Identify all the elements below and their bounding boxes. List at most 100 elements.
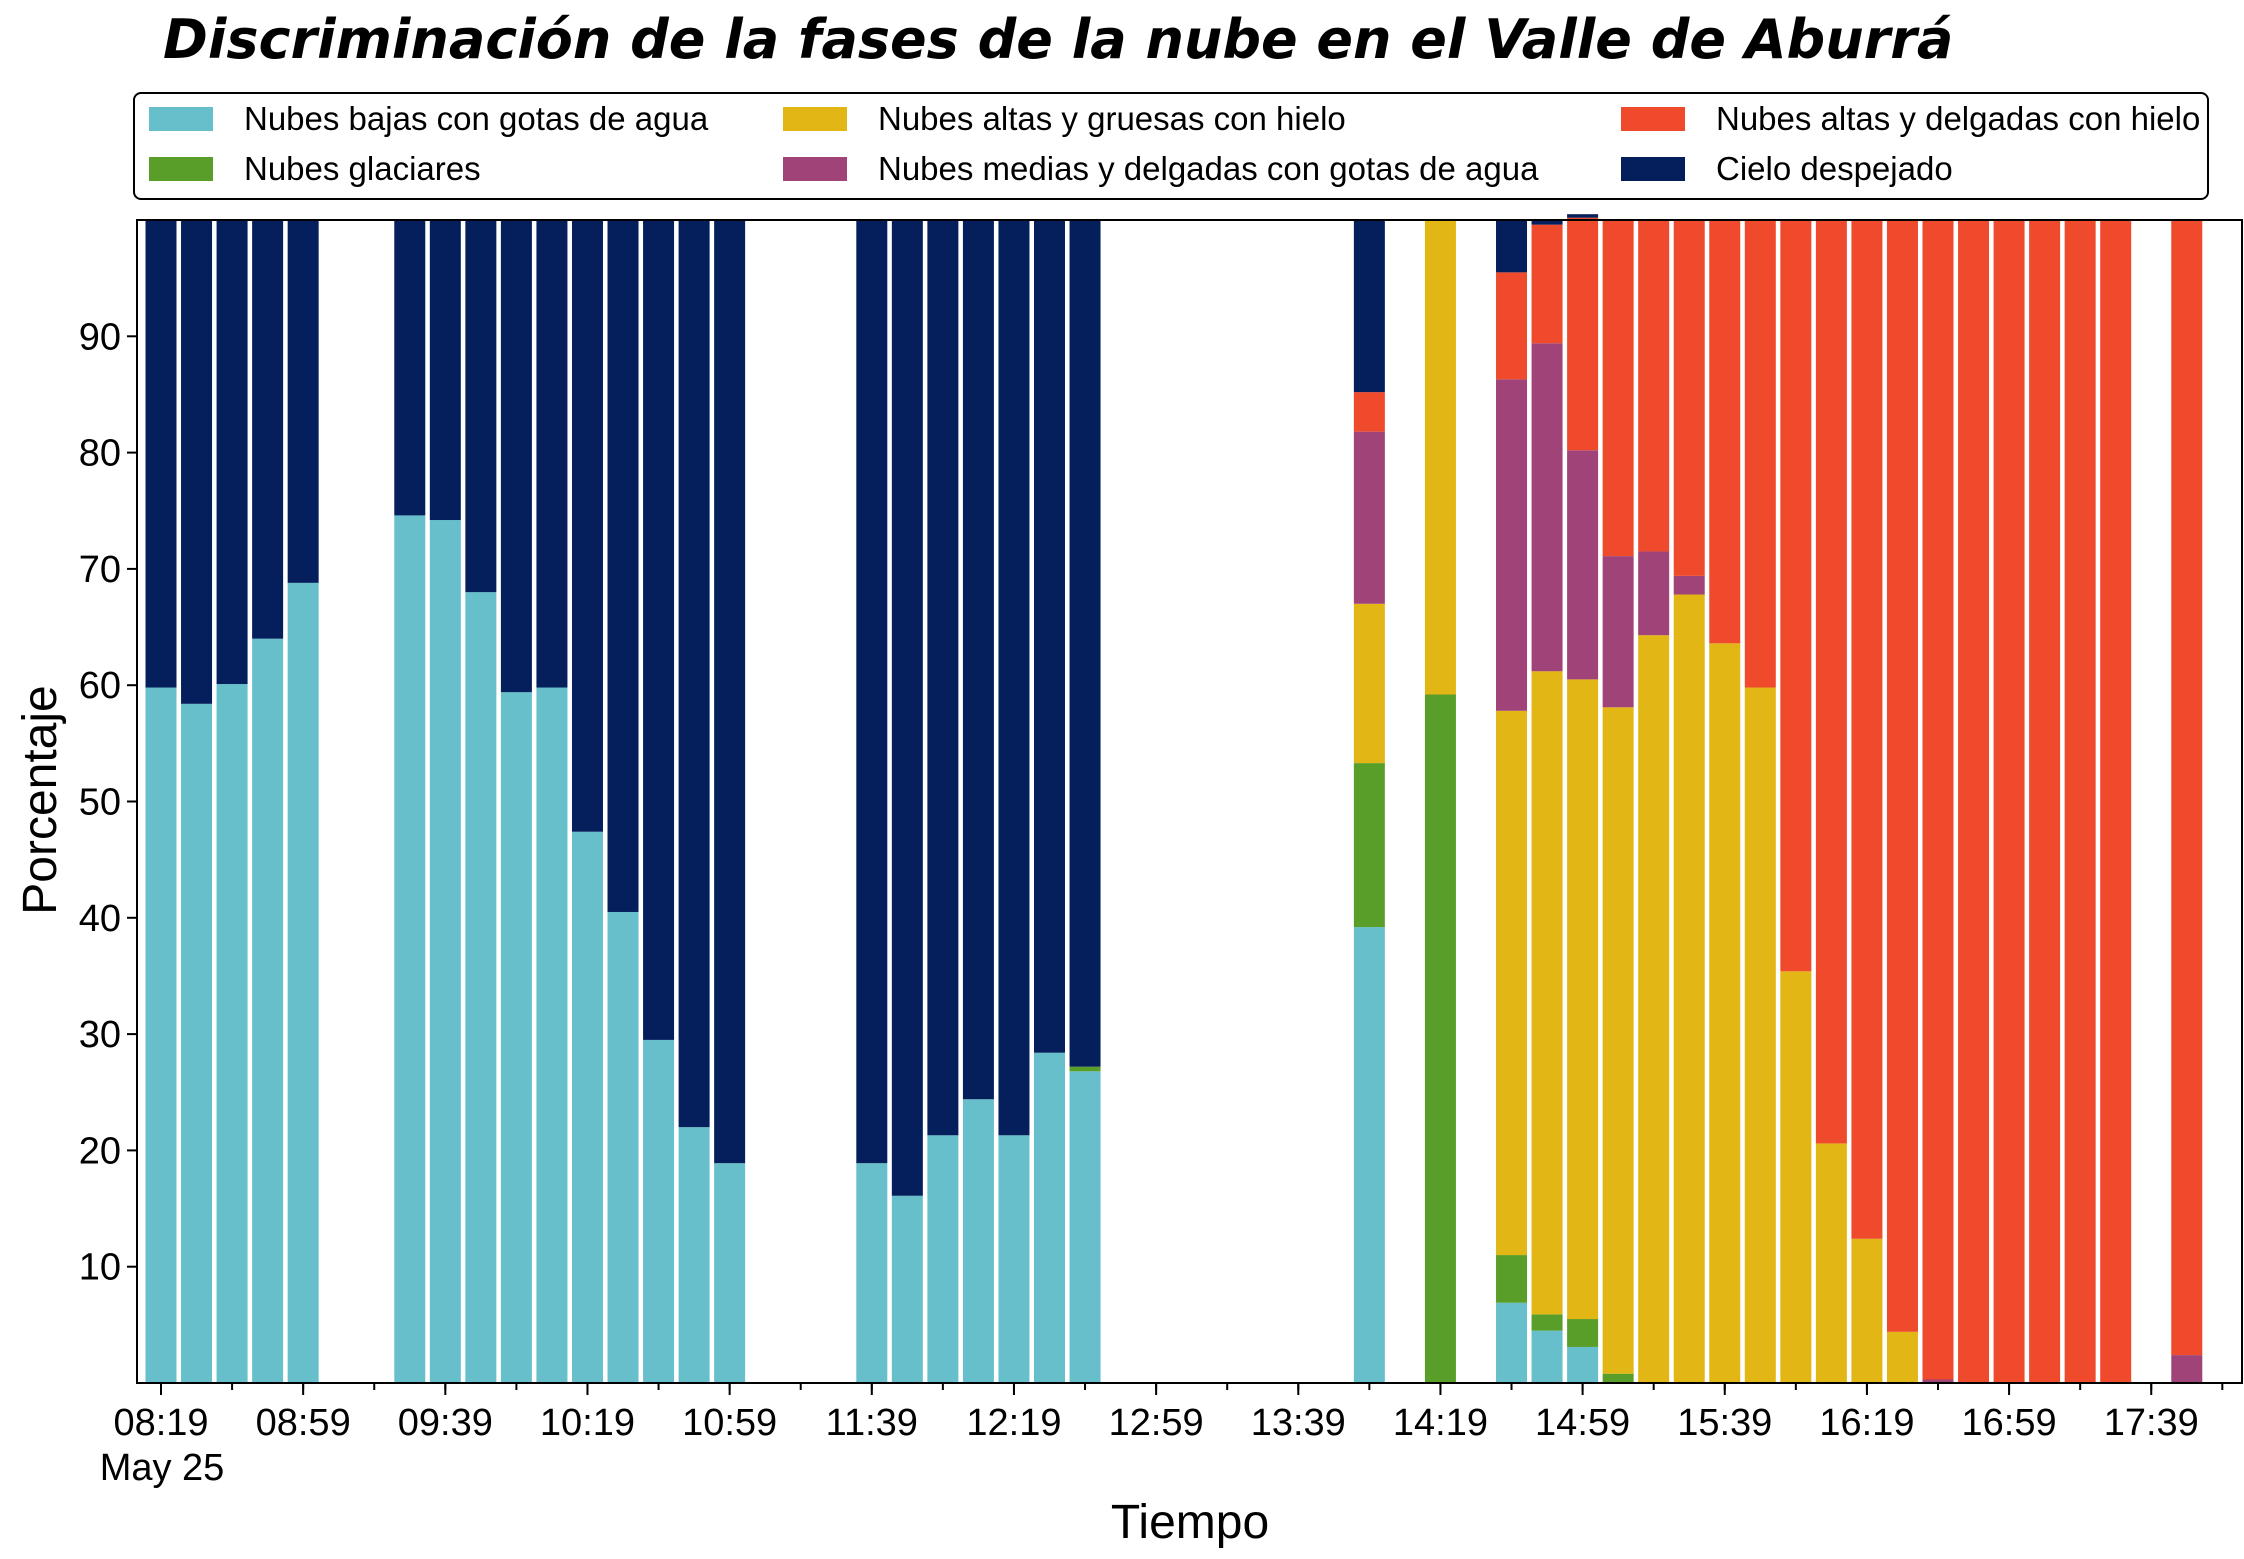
bar-segment-cielo-despejado (287, 220, 319, 583)
y-tick-label: 50 (79, 782, 121, 824)
bar-segment-nubes-bajas-con-gotas-de-agua (145, 687, 177, 1383)
legend-item-nubes-altas-y-gruesas-con-hielo: Nubes altas y gruesas con hielo (783, 100, 1346, 138)
legend-swatch (1621, 157, 1685, 181)
y-tick-label: 40 (79, 898, 121, 940)
y-axis: 10 20 30 40 50 60 70 80 90 (79, 316, 137, 1289)
bar-segment-nubes-bajas-con-gotas-de-agua (1567, 1346, 1599, 1383)
bar-segment-nubes-altas-y-delgadas-con-hielo (1958, 220, 1990, 1383)
bar-segment-nubes-altas-y-gruesas-con-hielo (1780, 971, 1812, 1383)
legend-swatch (149, 107, 213, 131)
bar-segment-cielo-despejado (571, 220, 603, 832)
bar-segment-nubes-bajas-con-gotas-de-agua (181, 703, 213, 1383)
bar-segment-nubes-bajas-con-gotas-de-agua (607, 911, 639, 1383)
legend-swatch (783, 157, 847, 181)
bar-segment-nubes-bajas-con-gotas-de-agua (678, 1127, 710, 1383)
bar-segment-cielo-despejado (181, 220, 213, 704)
bar-segment-nubes-glaciares (1069, 1066, 1101, 1072)
bar-segment-cielo-despejado (962, 220, 994, 1100)
bar-segment-nubes-medias-y-delgadas-con-gotas-de-agua (1922, 1379, 1954, 1383)
bar-segment-nubes-medias-y-delgadas-con-gotas-de-agua (1567, 450, 1599, 680)
x-tick-label: 09:39 (398, 1402, 493, 1444)
bar-segment-nubes-altas-y-gruesas-con-hielo (1851, 1238, 1883, 1383)
bar-segment-nubes-bajas-con-gotas-de-agua (714, 1163, 746, 1383)
legend-item-nubes-glaciares: Nubes glaciares (149, 150, 481, 188)
x-axis: 08:19 08:59 09:39 10:19 10:59 11:39 12:19 12:59… (113, 1383, 2224, 1444)
bar-segment-nubes-glaciares (1602, 1373, 1634, 1383)
bar-segment-nubes-altas-y-gruesas-con-hielo (1602, 707, 1634, 1374)
bar-segment-nubes-altas-y-gruesas-con-hielo (1709, 643, 1741, 1383)
bar-segment-nubes-altas-y-delgadas-con-hielo (1602, 220, 1634, 557)
bar-segment-cielo-despejado (252, 220, 284, 639)
x-tick-label: 17:39 (2104, 1402, 2199, 1444)
x-tick-label: 15:39 (1677, 1402, 1772, 1444)
x-tick-label: 14:19 (1393, 1402, 1488, 1444)
bar-segment-nubes-bajas-con-gotas-de-agua (1496, 1302, 1528, 1383)
y-tick-label: 30 (79, 1014, 121, 1056)
chart-title: Discriminación de la fases de la nube en… (163, 8, 1954, 71)
bar-segment-cielo-despejado (927, 220, 959, 1136)
bar-segment-cielo-despejado (678, 220, 710, 1128)
bar-segment-cielo-despejado (216, 220, 248, 685)
bar-segment-nubes-glaciares (1567, 1319, 1599, 1347)
bar-segment-nubes-altas-y-gruesas-con-hielo (1886, 1331, 1918, 1383)
bar-segment-nubes-medias-y-delgadas-con-gotas-de-agua (1496, 379, 1528, 711)
bar-segment-nubes-glaciares (1496, 1255, 1528, 1303)
bar-segment-nubes-medias-y-delgadas-con-gotas-de-agua (2171, 1355, 2203, 1383)
x-tick-label: 13:39 (1251, 1402, 1346, 1444)
bar-segment-nubes-bajas-con-gotas-de-agua (856, 1163, 888, 1383)
bar-segment-nubes-bajas-con-gotas-de-agua (252, 638, 284, 1383)
x-axis-label: Tiempo (1111, 1496, 1269, 1549)
bar-segment-nubes-altas-y-delgadas-con-hielo (1709, 220, 1741, 644)
legend-label: Nubes glaciares (244, 150, 481, 187)
y-axis-label: Porcentaje (14, 685, 67, 914)
bar-segment-cielo-despejado (607, 220, 639, 912)
y-tick-label: 20 (79, 1130, 121, 1172)
legend-label: Cielo despejado (1716, 150, 1953, 187)
x-tick-label: 10:19 (540, 1402, 635, 1444)
bar-segment-nubes-bajas-con-gotas-de-agua (927, 1135, 959, 1383)
bar-segment-nubes-altas-y-gruesas-con-hielo (1353, 603, 1385, 764)
bar-segment-cielo-despejado (998, 220, 1030, 1136)
bar-segment-nubes-medias-y-delgadas-con-gotas-de-agua (1638, 551, 1670, 636)
legend-swatch (783, 107, 847, 131)
x-tick-label: 16:59 (1962, 1402, 2057, 1444)
bar-segment-nubes-bajas-con-gotas-de-agua (394, 515, 426, 1383)
x-tick-label: 16:19 (1819, 1402, 1914, 1444)
bar-segment-nubes-altas-y-delgadas-con-hielo (1673, 220, 1705, 576)
bar-segment-nubes-altas-y-delgadas-con-hielo (1780, 220, 1812, 972)
bar-segment-cielo-despejado (1353, 220, 1385, 393)
legend-item-nubes-bajas-con-gotas-de-agua: Nubes bajas con gotas de agua (149, 100, 708, 138)
bar-segment-nubes-bajas-con-gotas-de-agua (571, 831, 603, 1383)
bar-segment-nubes-bajas-con-gotas-de-agua (287, 582, 319, 1383)
bar-segment-nubes-altas-y-delgadas-con-hielo (2064, 220, 2096, 1383)
bar-segment-nubes-bajas-con-gotas-de-agua (500, 692, 532, 1383)
bar-segment-cielo-despejado (394, 220, 426, 516)
bar-segment-nubes-bajas-con-gotas-de-agua (1069, 1071, 1101, 1383)
bar-segment-cielo-despejado (856, 220, 888, 1164)
bars-layer (145, 214, 2203, 1383)
bar-segment-nubes-glaciares (1353, 763, 1385, 928)
bar-segment-nubes-altas-y-delgadas-con-hielo (1567, 217, 1599, 451)
bar-segment-nubes-altas-y-delgadas-con-hielo (1638, 220, 1670, 552)
bar-segment-nubes-altas-y-delgadas-con-hielo (1922, 220, 1954, 1380)
bar-segment-nubes-glaciares (1531, 1314, 1563, 1331)
bar-segment-cielo-despejado (1034, 220, 1065, 1053)
bar-segment-cielo-despejado (145, 220, 177, 688)
x-tick-label: 14:59 (1535, 1402, 1630, 1444)
bar-segment-nubes-bajas-con-gotas-de-agua (1034, 1052, 1065, 1383)
bar-segment-nubes-medias-y-delgadas-con-gotas-de-agua (1602, 556, 1634, 708)
bar-segment-nubes-altas-y-gruesas-con-hielo (1744, 687, 1776, 1383)
bar-segment-nubes-glaciares (1424, 694, 1456, 1383)
bar-segment-nubes-bajas-con-gotas-de-agua (536, 687, 568, 1383)
bar-segment-nubes-bajas-con-gotas-de-agua (216, 684, 248, 1383)
bar-segment-nubes-altas-y-gruesas-con-hielo (1815, 1143, 1847, 1383)
bar-segment-nubes-altas-y-delgadas-con-hielo (1531, 224, 1563, 344)
bar-segment-cielo-despejado (1069, 220, 1101, 1067)
bar-segment-nubes-altas-y-gruesas-con-hielo (1567, 679, 1599, 1320)
legend-swatch (149, 157, 213, 181)
bar-segment-nubes-altas-y-gruesas-con-hielo (1424, 220, 1456, 695)
bar-segment-nubes-altas-y-delgadas-con-hielo (2171, 220, 2203, 1356)
bar-segment-nubes-bajas-con-gotas-de-agua (962, 1099, 994, 1383)
legend-label: Nubes altas y delgadas con hielo (1716, 100, 2201, 137)
legend-label: Nubes medias y delgadas con gotas de agu… (878, 150, 1539, 187)
